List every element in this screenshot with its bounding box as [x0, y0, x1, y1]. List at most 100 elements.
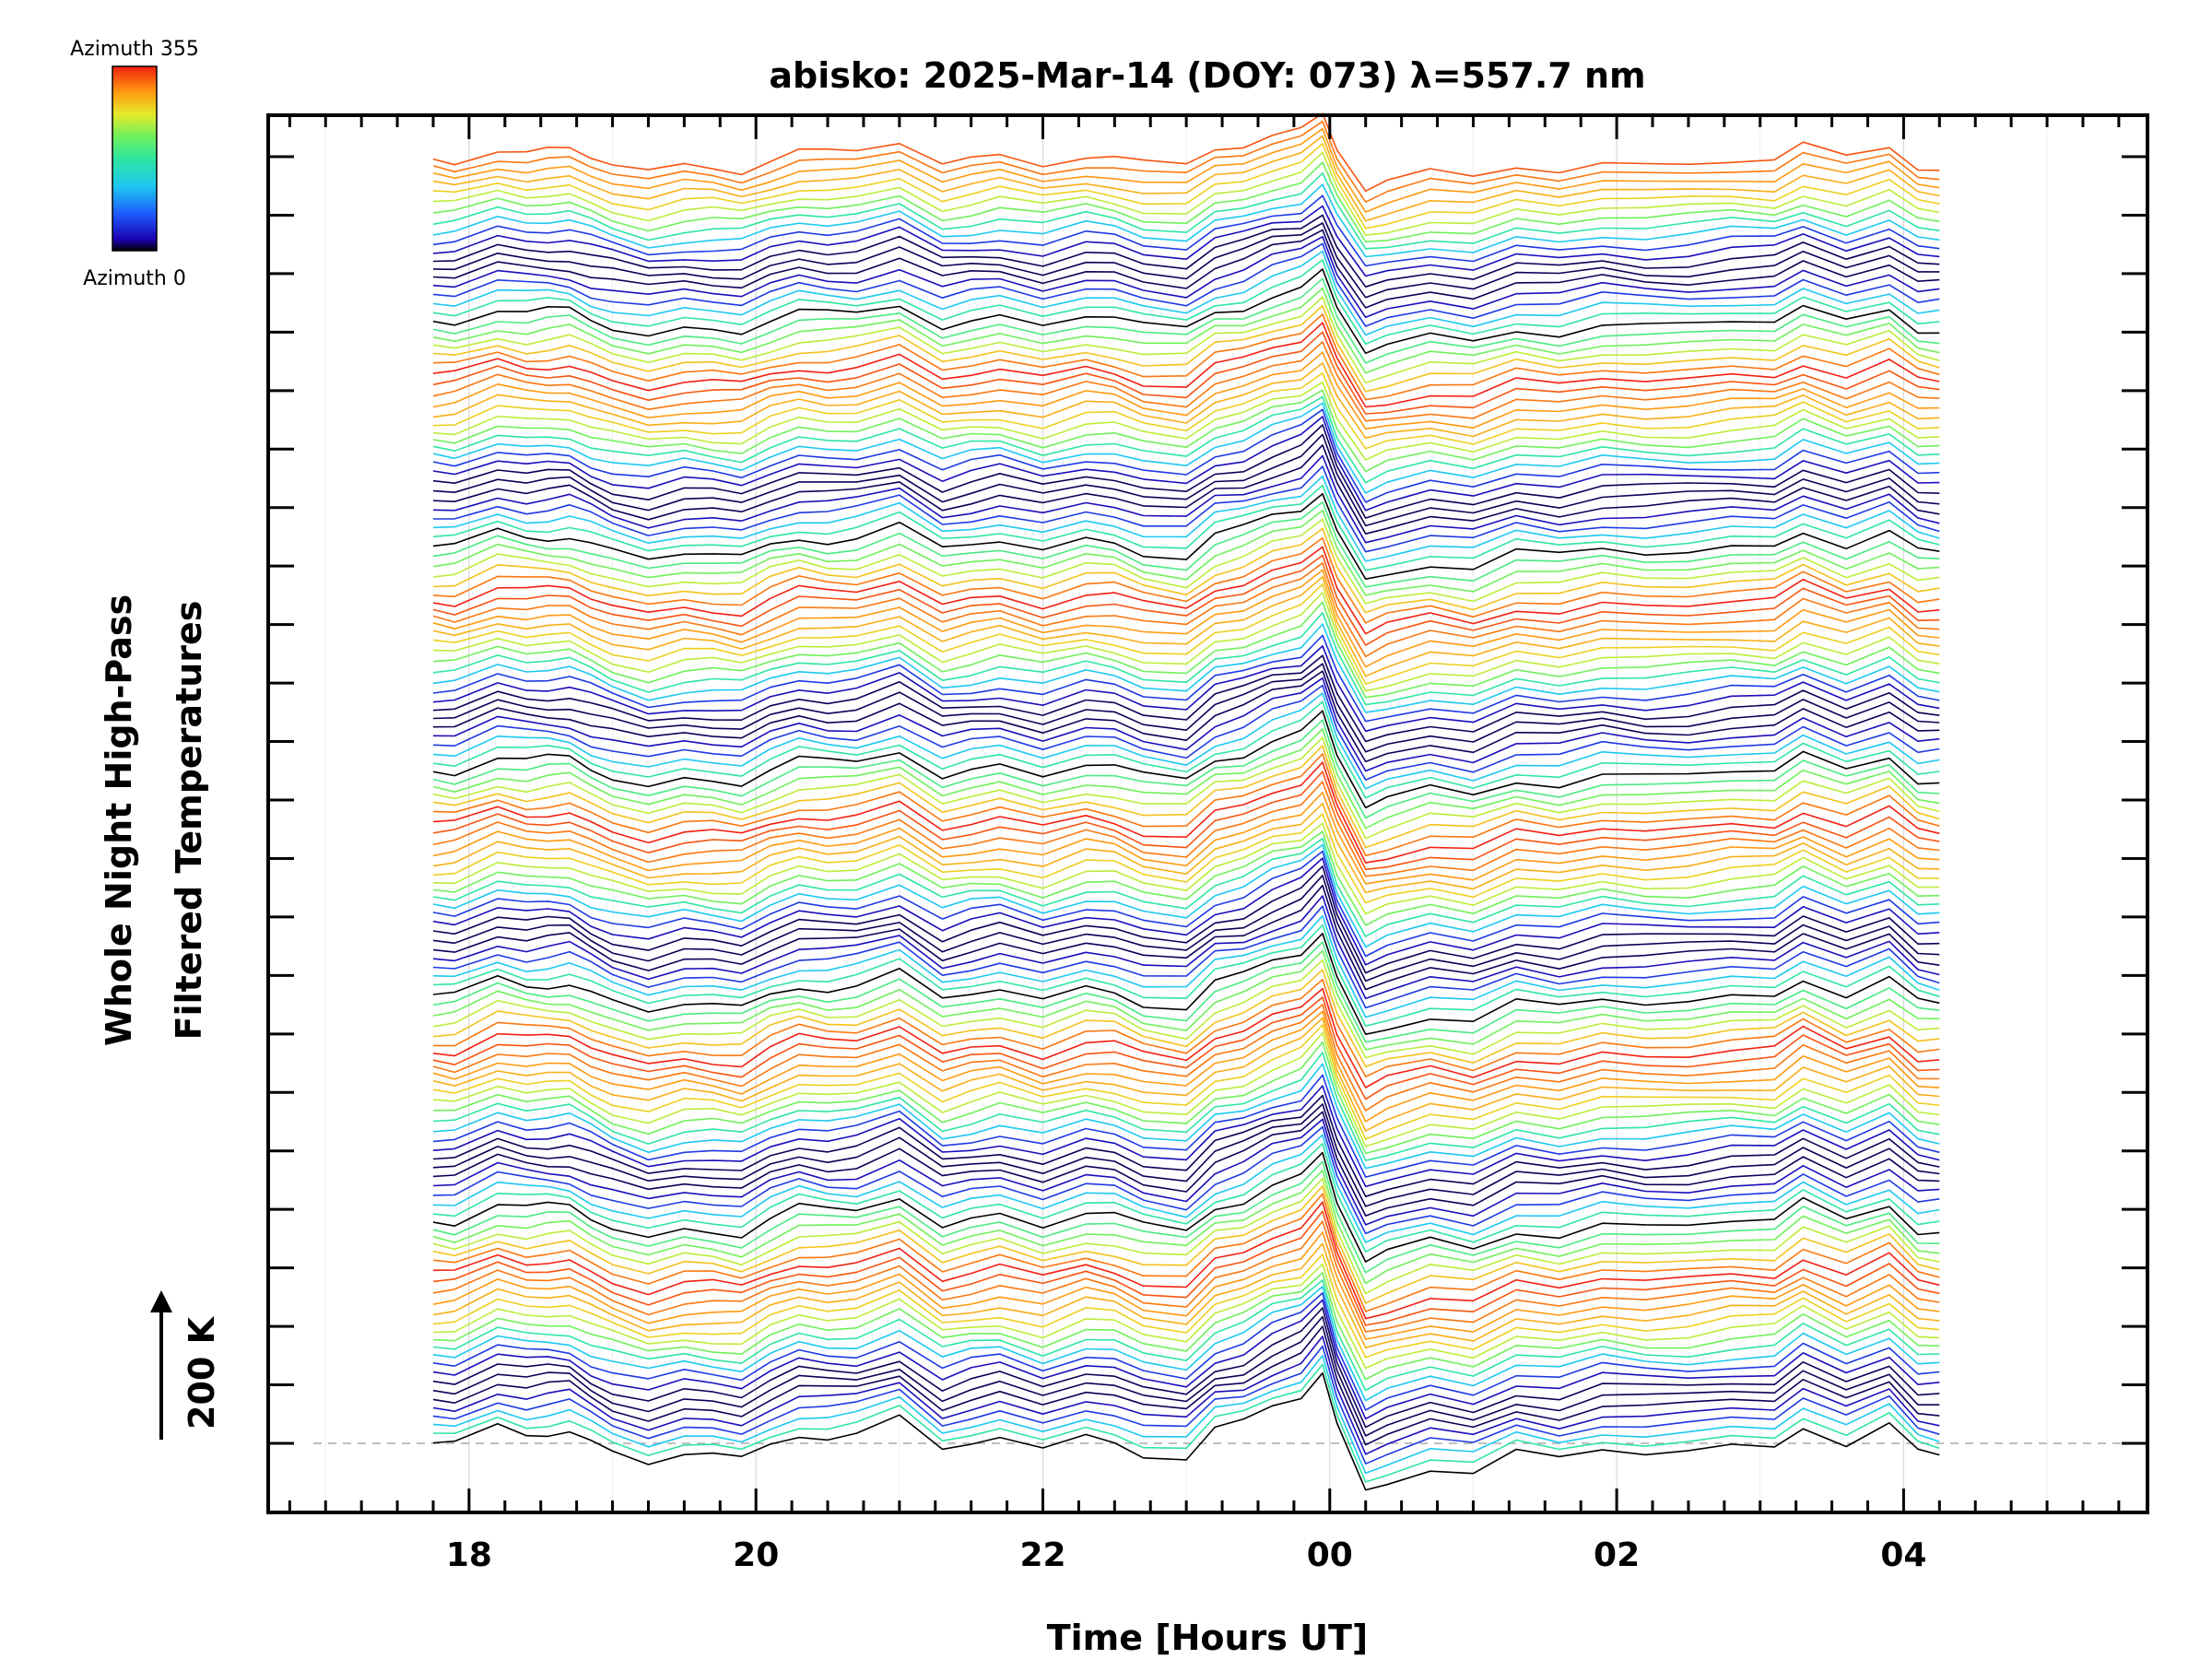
- temperature-trace: [432, 1052, 1940, 1161]
- temperature-trace: [432, 465, 1940, 553]
- temperature-trace: [432, 582, 1940, 685]
- scale-label: 200 K: [182, 1315, 222, 1430]
- temperature-trace: [432, 978, 1940, 1077]
- temperature-trace: [432, 1272, 1940, 1381]
- x-tick-labels: 18 20 22 00 02 04: [446, 1536, 1927, 1574]
- temperature-trace: [432, 1201, 1940, 1320]
- temperature-trace: [432, 677, 1940, 772]
- temperature-trace: [432, 1118, 1940, 1226]
- temperature-trace: [432, 1315, 1940, 1437]
- temperature-trace: [432, 663, 1940, 753]
- temperature-trace: [432, 781, 1940, 877]
- temperature-trace: [432, 361, 1940, 440]
- temperature-trace: [432, 1279, 1940, 1392]
- temperature-trace: [432, 719, 1940, 819]
- temperature-trace: [432, 214, 1940, 288]
- temperature-trace: [432, 857, 1940, 966]
- temperature-trace: [432, 554, 1940, 646]
- temperature-trace: [432, 771, 1940, 871]
- x-tick-label: 22: [1019, 1536, 1065, 1574]
- temperature-trace: [432, 884, 1940, 991]
- temperature-trace: [432, 242, 1940, 327]
- temperature-trace: [432, 183, 1940, 258]
- temperature-trace: [432, 389, 1940, 473]
- temperature-trace: [432, 1292, 1940, 1411]
- temperature-trace: [432, 1103, 1940, 1207]
- temperature-trace: [432, 235, 1940, 319]
- temperature-trace: [432, 623, 1940, 713]
- temperature-trace: [432, 822, 1940, 915]
- x-tick-label: 00: [1307, 1536, 1353, 1574]
- temperature-trace: [432, 304, 1940, 393]
- temperature-trace: [432, 527, 1940, 614]
- temperature-trace: [432, 1220, 1940, 1333]
- temperature-trace: [432, 143, 1940, 229]
- temperature-trace: [432, 791, 1940, 885]
- temperature-trace: [432, 546, 1940, 635]
- temperature-trace: [432, 1185, 1940, 1304]
- temperature-trace: [432, 1231, 1940, 1340]
- temperature-trace: [432, 194, 1940, 267]
- temperature-trace: [432, 381, 1940, 461]
- temperature-trace: [432, 802, 1940, 894]
- temperature-trace: [432, 914, 1940, 1018]
- temperature-trace: [432, 229, 1940, 309]
- temperature-trace: [432, 1210, 1940, 1326]
- temperature-trace: [432, 322, 1940, 408]
- temperature-trace: [432, 371, 1940, 450]
- temperature-trace: [432, 416, 1940, 512]
- temperature-trace: [432, 1299, 1940, 1420]
- temperature-trace: [432, 1371, 1940, 1491]
- temperature-trace: [432, 331, 1940, 415]
- temperature-trace: [432, 313, 1940, 401]
- x-tick-label: 20: [733, 1536, 779, 1574]
- temperature-trace: [432, 408, 1940, 503]
- temperature-trace: [432, 1134, 1940, 1243]
- temperature-trace: [432, 601, 1940, 699]
- temperature-trace: [432, 561, 1940, 658]
- temperature-trace: [432, 591, 1940, 692]
- colorbar: Azimuth 355 Azimuth 0: [70, 38, 199, 290]
- temperature-trace: [432, 700, 1940, 799]
- scale-indicator: 200 K: [150, 1290, 222, 1440]
- temperature-trace: [432, 341, 1940, 422]
- temperature-trace: [432, 941, 1940, 1043]
- colorbar-top-label: Azimuth 355: [70, 38, 199, 61]
- temperature-trace: [432, 1169, 1940, 1285]
- temperature-trace: [432, 1094, 1940, 1197]
- temperature-trace: [432, 736, 1940, 840]
- temperature-trace: [432, 1253, 1940, 1359]
- temperature-trace: [432, 1177, 1940, 1295]
- temperature-trace: [432, 277, 1940, 364]
- temperature-trace: [432, 509, 1940, 596]
- temperature-trace: [432, 753, 1940, 857]
- temperature-trace: [432, 874, 1940, 982]
- temperature-trace: [432, 475, 1940, 562]
- temperature-trace: [432, 987, 1940, 1088]
- x-tick-label: 18: [446, 1536, 492, 1574]
- temperature-trace: [432, 250, 1940, 336]
- temperature-trace: [432, 518, 1940, 605]
- colorbar-gradient: [112, 65, 158, 252]
- temperature-trace: [432, 959, 1940, 1059]
- temperature-trace: [432, 172, 1940, 250]
- y-axis-label-line2: Filtered Temperatures: [169, 601, 209, 1041]
- temperature-trace: [432, 1063, 1940, 1170]
- temperature-trace: [432, 761, 1940, 864]
- temperature-trace: [432, 151, 1940, 236]
- temperature-trace: [432, 654, 1940, 743]
- temperature-trace: [432, 161, 1940, 243]
- temperature-trace: [432, 569, 1940, 668]
- temperature-trace: [432, 575, 1940, 677]
- temperature-trace: [432, 1125, 1940, 1235]
- temperature-trace: [432, 454, 1940, 544]
- temperature-trace: [432, 932, 1940, 1035]
- temperature-trace: [432, 949, 1940, 1051]
- temperature-trace: [432, 492, 1940, 581]
- temperature-trace: [432, 830, 1940, 926]
- axis-ticks: [268, 115, 2147, 1512]
- temperature-trace: [432, 611, 1940, 706]
- y-axis-label-line1: Whole Night High-Pass: [99, 594, 139, 1046]
- x-tick-label: 04: [1880, 1536, 1926, 1574]
